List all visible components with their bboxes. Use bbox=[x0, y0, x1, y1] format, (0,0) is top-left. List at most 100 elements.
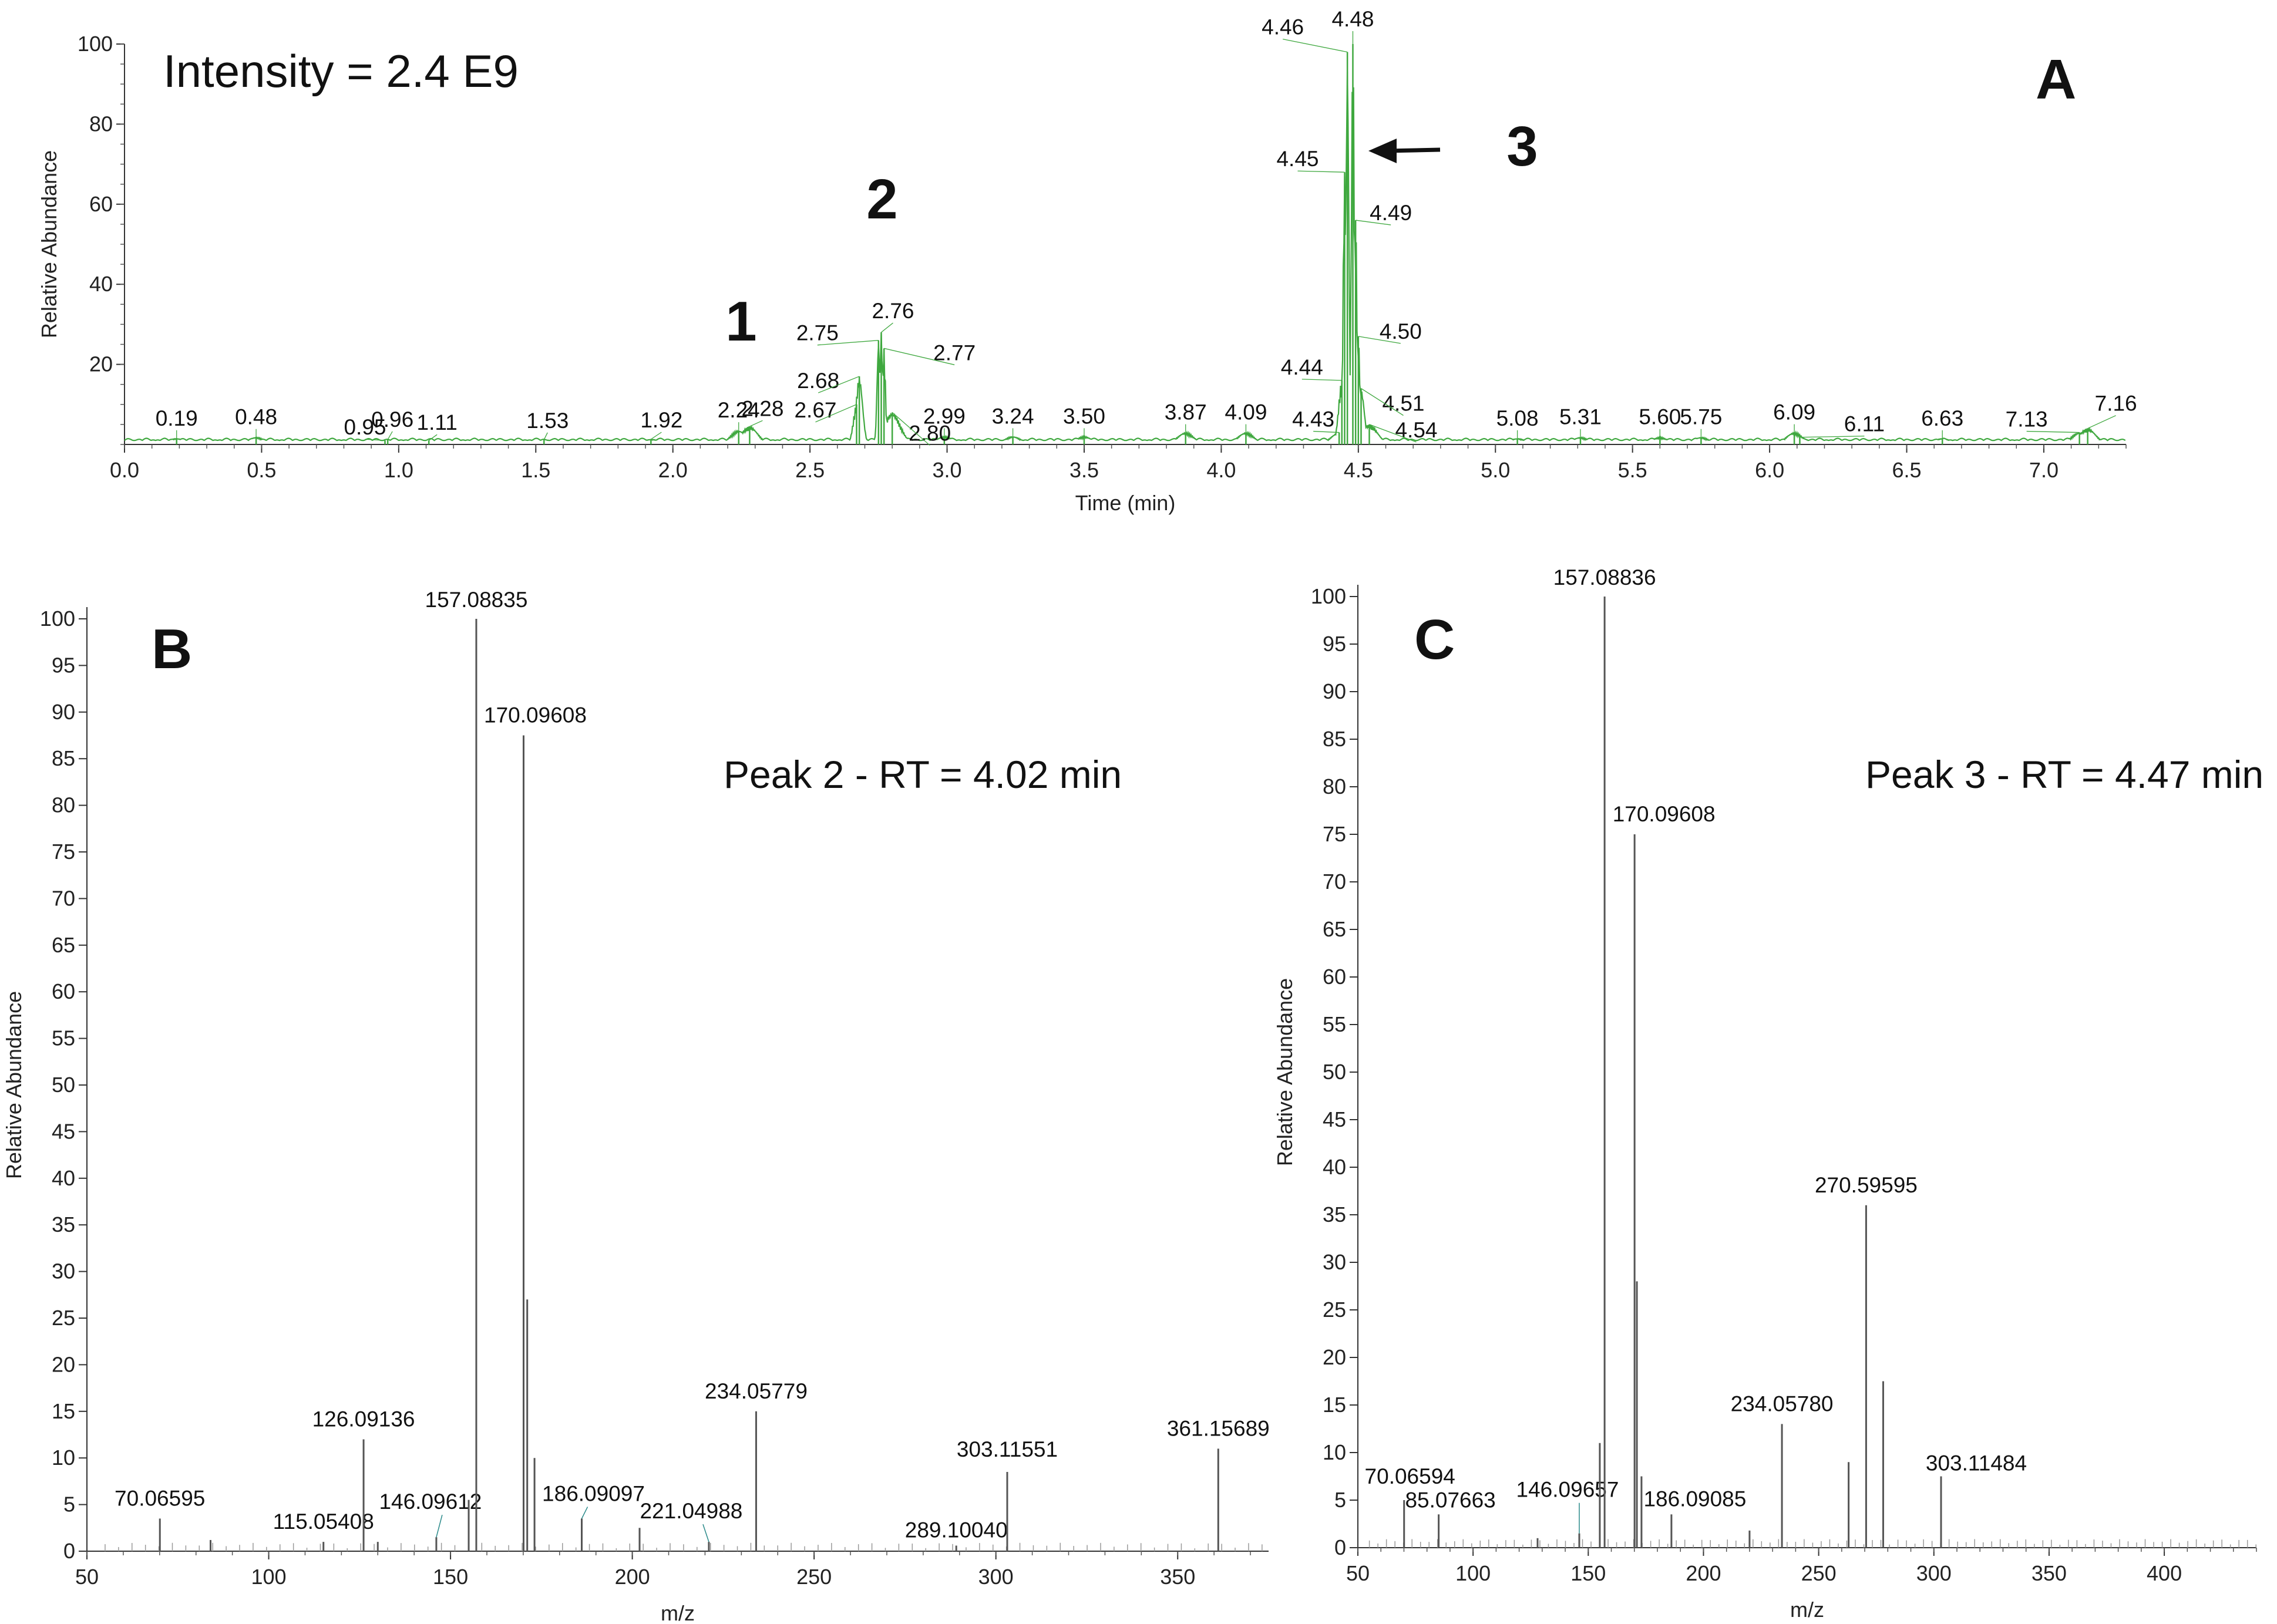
x-tick-label-b: 150 bbox=[433, 1565, 468, 1589]
x-tick-label-a: 0.0 bbox=[110, 458, 139, 482]
peak-label-a: 2.28 bbox=[741, 396, 783, 420]
peak-label-a: 1.53 bbox=[526, 409, 569, 433]
peak-leader-a bbox=[817, 340, 879, 346]
peak-label-a: 2.24 bbox=[718, 398, 760, 422]
y-tick-label-a: 100 bbox=[78, 32, 113, 56]
peak-label-b: 146.09612 bbox=[379, 1490, 482, 1514]
x-tick-label-a: 0.5 bbox=[247, 458, 276, 482]
y-tick-label-b: 30 bbox=[52, 1259, 75, 1283]
peak-label-a: 5.31 bbox=[1559, 405, 1602, 429]
x-tick-label-c: 350 bbox=[2032, 1561, 2067, 1585]
y-tick-label-b: 60 bbox=[52, 979, 75, 1003]
peak-label-c: 186.09085 bbox=[1643, 1487, 1746, 1511]
y-tick-label-c: 90 bbox=[1323, 679, 1346, 703]
y-tick-label-c: 15 bbox=[1323, 1393, 1346, 1417]
x-tick-label-a: 1.0 bbox=[384, 458, 413, 482]
peak-label-a: 4.49 bbox=[1370, 201, 1412, 225]
y-tick-label-c: 75 bbox=[1323, 822, 1346, 846]
peak-leader-a bbox=[1356, 220, 1391, 225]
x-tick-label-b: 100 bbox=[251, 1565, 286, 1589]
peak-label-a: 2.67 bbox=[794, 398, 836, 422]
peak-label-b: 70.06595 bbox=[115, 1486, 205, 1510]
peak-label-b: 186.09097 bbox=[542, 1481, 645, 1505]
x-tick-label-c: 400 bbox=[2147, 1561, 2182, 1585]
y-tick-label-c: 30 bbox=[1323, 1250, 1346, 1274]
peak-leader-a bbox=[2026, 430, 2080, 433]
peak-leader-a bbox=[1369, 424, 1417, 443]
peak-leader-a bbox=[1361, 388, 1404, 416]
peak-label-c: 303.11484 bbox=[1926, 1451, 2027, 1475]
y-tick-label-c: 60 bbox=[1323, 965, 1346, 989]
peak-leader-a bbox=[1800, 436, 1865, 438]
peak-label-c: 170.09608 bbox=[1613, 802, 1716, 826]
peak-label-c: 270.59595 bbox=[1815, 1173, 1918, 1197]
peak-label-c: 85.07663 bbox=[1405, 1488, 1495, 1512]
peak-label-c: 146.09657 bbox=[1516, 1478, 1619, 1502]
y-tick-label-b: 70 bbox=[52, 886, 75, 910]
y-tick-label-b: 100 bbox=[40, 607, 75, 631]
y-tick-label-c: 35 bbox=[1323, 1202, 1346, 1227]
x-tick-label-a: 4.0 bbox=[1206, 458, 1236, 482]
y-tick-label-b: 50 bbox=[52, 1073, 75, 1097]
peak-leader-a bbox=[818, 376, 860, 393]
x-tick-label-b: 200 bbox=[615, 1565, 650, 1589]
peak-label-b: 361.15689 bbox=[1167, 1416, 1270, 1440]
peak-leader-b bbox=[581, 1507, 588, 1519]
x-tick-label-c: 250 bbox=[1801, 1561, 1837, 1585]
y-tick-label-b: 40 bbox=[52, 1166, 75, 1190]
peak-leader-a bbox=[543, 432, 548, 440]
chart-panel-a: 0.0 0.5 1.0 1.5 2.0 2.5 3.0 3.5 4.0 4.5 5.0 5.5 6.0 6… bbox=[37, 7, 2137, 515]
peak-label-a: 3.50 bbox=[1063, 404, 1105, 428]
x-tick-label-a: 5.0 bbox=[1481, 458, 1510, 482]
peak-label-a: 5.08 bbox=[1496, 406, 1539, 430]
peak-label-a: 4.51 bbox=[1382, 392, 1424, 416]
y-tick-label-c: 55 bbox=[1323, 1012, 1346, 1036]
peak-info-b: Peak 2 - RT = 4.02 min bbox=[724, 753, 1122, 796]
peak-number-annotation: 3 bbox=[1506, 115, 1538, 178]
panel-letter-b: B bbox=[152, 618, 192, 680]
peak-label-a: 4.44 bbox=[1281, 355, 1323, 379]
y-tick-label-c: 95 bbox=[1323, 632, 1346, 656]
y-tick-label-c: 0 bbox=[1334, 1535, 1346, 1559]
peak-info-c: Peak 3 - RT = 4.47 min bbox=[1865, 753, 2263, 796]
peak-label-b: 234.05779 bbox=[705, 1379, 808, 1403]
peak-label-c: 70.06594 bbox=[1365, 1464, 1455, 1488]
y-tick-label-b: 45 bbox=[52, 1119, 75, 1143]
peak-label-a: 4.50 bbox=[1380, 319, 1422, 343]
y-axis-label-b: Relative Abundance bbox=[2, 991, 26, 1179]
y-tick-label-b: 65 bbox=[52, 933, 75, 957]
y-tick-label-b: 15 bbox=[52, 1399, 75, 1423]
y-tick-label-c: 25 bbox=[1323, 1298, 1346, 1322]
peak-label-a: 5.60 bbox=[1639, 405, 1681, 429]
peak-label-a: 2.76 bbox=[872, 299, 914, 323]
peak-label-a: 6.63 bbox=[1921, 406, 1963, 430]
panel-letter-a: A bbox=[2036, 48, 2076, 111]
peak-leader-a bbox=[881, 322, 893, 333]
y-tick-label-a: 60 bbox=[89, 192, 113, 216]
peak-leader-a bbox=[2087, 415, 2116, 429]
peak-leader-a bbox=[365, 439, 385, 441]
peak-label-a: 7.13 bbox=[2006, 407, 2048, 432]
peak-leader-a bbox=[428, 434, 438, 441]
peak-label-a: 7.16 bbox=[2095, 392, 2137, 416]
x-tick-label-c: 50 bbox=[1346, 1561, 1370, 1585]
peak-leader-a bbox=[1313, 430, 1340, 433]
peak-label-a: 1.11 bbox=[417, 410, 458, 434]
x-tick-label-a: 2.5 bbox=[795, 458, 825, 482]
chart-panel-c: 0 5 10 15 20 25 30 35 40 45 50 55 60 65 70 75 80 85 90 95 10… bbox=[1273, 565, 2263, 1622]
peak-label-a: 0.95 bbox=[344, 415, 386, 439]
y-tick-label-c: 10 bbox=[1323, 1440, 1346, 1464]
y-tick-label-a: 40 bbox=[89, 272, 113, 296]
peak-label-b: 221.04988 bbox=[640, 1499, 742, 1523]
x-tick-label-a: 6.5 bbox=[1892, 458, 1921, 482]
y-tick-label-b: 55 bbox=[52, 1026, 75, 1050]
peak-label-a: 6.09 bbox=[1773, 400, 1815, 424]
peak-label-a: 2.68 bbox=[797, 369, 839, 393]
peak-label-a: 2.77 bbox=[933, 341, 976, 365]
peak-label-a: 0.19 bbox=[156, 406, 198, 430]
y-tick-label-b: 10 bbox=[52, 1446, 75, 1470]
y-tick-label-c: 50 bbox=[1323, 1060, 1346, 1084]
peak-label-a: 3.24 bbox=[992, 404, 1034, 428]
x-tick-label-c: 100 bbox=[1455, 1561, 1491, 1585]
